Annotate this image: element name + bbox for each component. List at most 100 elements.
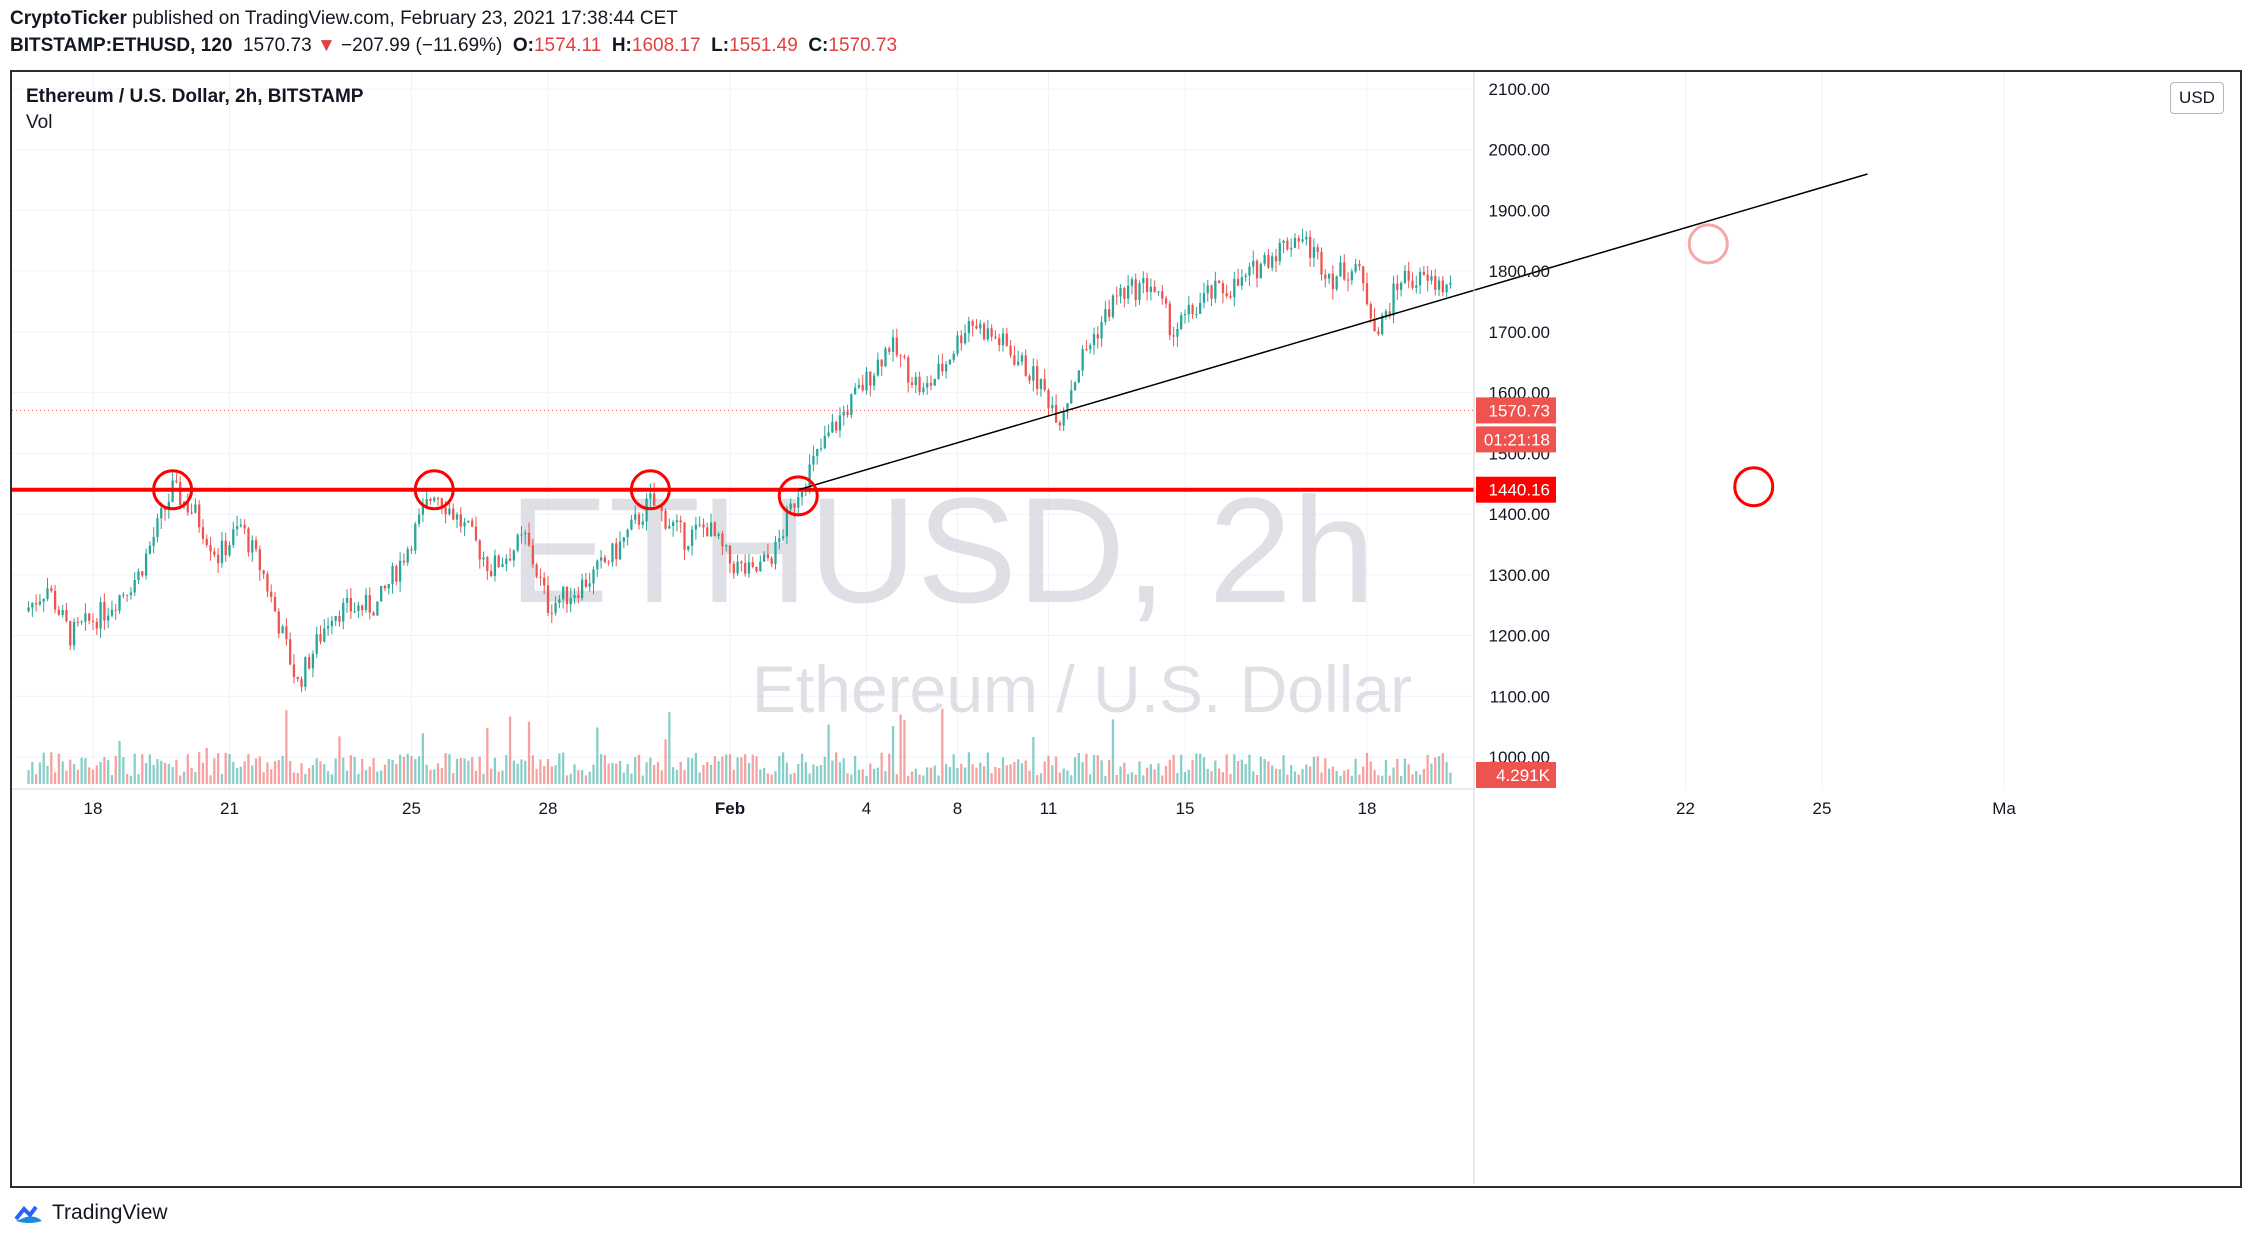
volume-bar [1346, 769, 1350, 784]
volume-bar [876, 767, 880, 784]
price-axis[interactable]: 2100.002000.001900.001800.001700.001600.… [1473, 72, 1550, 1184]
trend-line[interactable] [798, 173, 1868, 491]
volume-bar [467, 760, 470, 784]
volume-bar [1149, 764, 1153, 784]
candle-body [1422, 271, 1426, 275]
volume-bar [1305, 764, 1308, 784]
volume-bar [562, 752, 565, 784]
drawings[interactable] [12, 173, 1868, 517]
volume-bar [535, 768, 538, 784]
volume-bar [254, 758, 258, 784]
candle-body [1354, 263, 1357, 272]
volume-bar [478, 756, 481, 784]
currency-button[interactable]: USD [2170, 82, 2224, 114]
candle-body [1286, 240, 1289, 250]
candle-body [740, 561, 743, 564]
candle-body [156, 518, 159, 538]
candle-body [57, 609, 61, 615]
candle-body [471, 520, 474, 527]
volume-bar [1236, 761, 1240, 784]
volume-bar [1403, 758, 1407, 784]
footer-brand[interactable]: TradingView [52, 1201, 168, 1224]
candle-body [448, 508, 451, 515]
candle-body [152, 537, 155, 546]
x-tick-label: Ma [1992, 799, 2016, 818]
candle-body [603, 557, 607, 563]
tradingview-logo-icon[interactable] [14, 1201, 44, 1225]
volume-bar [982, 765, 986, 784]
candle-body [1377, 331, 1380, 335]
touch-circle[interactable] [152, 469, 194, 511]
volume-bar [702, 764, 705, 784]
touch-circle[interactable] [413, 469, 455, 511]
volume-bar [1282, 755, 1285, 784]
touch-circle[interactable] [629, 469, 671, 511]
candle-body [785, 509, 789, 537]
volume-bar [1058, 772, 1062, 784]
volume-bar [1407, 764, 1410, 784]
y-tick-label: 2100.00 [1489, 80, 1550, 99]
volume-bar [1187, 769, 1190, 784]
candle-body [1252, 260, 1255, 267]
candle-body [380, 585, 383, 602]
price-chart[interactable]: ETHUSD, 2h Ethereum / U.S. Dollar 2100.0… [12, 72, 2240, 1186]
candle-body [410, 549, 413, 551]
volume-bar [580, 770, 584, 784]
volume-bar [368, 766, 371, 784]
volume-bar [599, 754, 603, 784]
volume-bar [823, 756, 826, 784]
volume-bar [76, 769, 79, 784]
break-circle[interactable] [1687, 223, 1729, 265]
candle-body [349, 597, 352, 612]
candle-body [1426, 274, 1429, 281]
candle-body [122, 594, 125, 596]
candle-body [281, 626, 284, 634]
candle-body [213, 551, 216, 555]
candle-body [565, 586, 569, 605]
volume-bar [853, 756, 857, 784]
volume-bar [179, 775, 182, 784]
touch-circle[interactable] [777, 475, 819, 517]
volume-bar [1001, 757, 1005, 784]
candle-body [315, 634, 318, 654]
time-axis[interactable]: 18 21 25 28 Feb 4 8 11 15 18 22 25 Ma [12, 788, 2016, 818]
volume-bar [607, 763, 610, 784]
candle-body [1255, 260, 1259, 279]
volume-bar [1350, 775, 1353, 784]
candle-body [596, 560, 599, 570]
volume-bar [1331, 766, 1335, 784]
x-tick-label: 18 [84, 799, 103, 818]
volume-bar [630, 773, 633, 784]
volume-bar [493, 757, 497, 784]
volume-bar [182, 771, 186, 784]
candle-body [440, 498, 443, 508]
candle-body [1073, 382, 1077, 391]
publisher-name[interactable]: CryptoTicker [10, 8, 127, 29]
x-tick-label: 22 [1676, 799, 1695, 818]
candle-body [645, 498, 648, 522]
legend-vol[interactable]: Vol [26, 112, 53, 133]
volume-bar [175, 759, 178, 784]
candle-body [1343, 262, 1346, 280]
volume-bar [922, 775, 925, 784]
volume-bar [653, 764, 656, 784]
legend-title[interactable]: Ethereum / U.S. Dollar, 2h, BITSTAMP [26, 86, 364, 107]
volume-bar [527, 721, 531, 784]
volume-bar [326, 771, 330, 784]
candle-body [486, 557, 489, 571]
candle-body [368, 595, 371, 613]
volume-bar [349, 755, 352, 784]
candle-body [808, 464, 811, 489]
candle-body [1331, 273, 1335, 290]
candle-body [38, 601, 42, 605]
candle-body [524, 532, 527, 535]
volume-bar [1092, 755, 1096, 784]
candle-body [683, 522, 686, 550]
candle-body [1077, 370, 1080, 383]
volume-bar [414, 759, 417, 784]
touch-circle[interactable] [1733, 466, 1775, 508]
candle-body [903, 356, 906, 358]
candle-body [967, 320, 971, 334]
candle-body [201, 527, 205, 539]
candle-body [1415, 285, 1418, 288]
